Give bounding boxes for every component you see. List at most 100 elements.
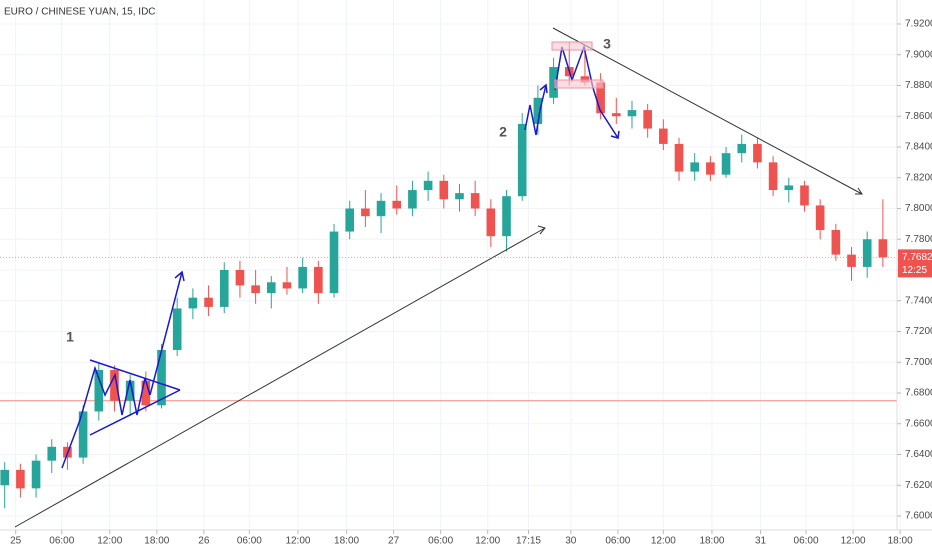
y-tick-label: 7.7200: [905, 326, 932, 337]
x-tick-label: 31: [755, 536, 767, 547]
candle-body: [235, 269, 245, 286]
y-tick-label: 7.9200: [905, 19, 932, 30]
y-tick-label: 7.8400: [905, 142, 932, 153]
triangle-line: [89, 359, 181, 391]
x-tick-label: 25: [10, 536, 22, 547]
candle-body: [878, 239, 888, 258]
x-tick-label: 26: [198, 536, 210, 547]
triangle-line: [89, 389, 181, 436]
arrow-head: [610, 130, 620, 139]
y-tick-label: 7.7400: [905, 295, 932, 306]
trend-line: [552, 27, 863, 195]
axes: 7.6000 7.6200 7.6400 7.6600 7.6800 7.7000 7.72…: [0, 19, 932, 547]
candle-body: [110, 369, 119, 401]
x-tick-label: 18:00: [144, 536, 169, 547]
candle-body: [314, 266, 323, 294]
candle-body: [800, 185, 809, 206]
candle-body: [392, 200, 402, 209]
candle-body: [439, 180, 449, 200]
x-tick-label: 18:00: [699, 536, 724, 547]
candle-body: [298, 266, 307, 289]
annotation: 1: [66, 329, 74, 345]
candle-body: [847, 254, 856, 267]
candle-body: [16, 469, 25, 489]
candle-body: [815, 205, 825, 231]
candle-body: [674, 143, 684, 172]
candle-body: [549, 67, 558, 98]
y-tick-label: 7.8200: [905, 172, 932, 183]
candle-body: [376, 200, 386, 217]
trend-line: [14, 227, 546, 528]
candle-body: [862, 239, 872, 267]
candle-body: [282, 282, 292, 289]
y-tick-label: 7.8000: [905, 203, 932, 214]
candle-body: [141, 380, 151, 406]
candle-body: [94, 369, 104, 412]
annotation: 2: [499, 124, 507, 140]
candle-body: [423, 180, 433, 191]
resistance-zone: [551, 41, 593, 51]
candle-body: [627, 110, 637, 117]
grid: [0, 0, 901, 530]
x-tick-label: 06:00: [794, 536, 819, 547]
pattern: [524, 84, 547, 136]
breakout-arrow: [149, 271, 183, 396]
candle-body: [219, 269, 229, 307]
candle-body: [831, 230, 841, 255]
candle-body: [0, 469, 10, 486]
x-tick-label: 12:00: [285, 536, 310, 547]
x-tick-label: 27: [388, 536, 400, 547]
candle-body: [125, 380, 135, 401]
x-tick-label: 12:00: [475, 536, 500, 547]
candle-body: [266, 282, 276, 294]
candle-body: [470, 193, 480, 209]
x-tick-label: 18:00: [334, 536, 359, 547]
candle-body: [753, 143, 762, 163]
neckline-zone: [554, 79, 604, 89]
arrow-head: [174, 270, 185, 282]
y-tick-label: 7.6000: [905, 511, 932, 522]
candle-body: [768, 162, 778, 191]
y-tick-label: 7.6800: [905, 388, 932, 399]
arrow-head: [537, 225, 546, 235]
x-tick-label: 06:00: [49, 536, 74, 547]
candle-body: [486, 208, 496, 237]
candle-body: [157, 349, 166, 406]
candle-body: [204, 297, 213, 307]
candle-body: [580, 76, 590, 83]
candle-body: [596, 82, 605, 114]
y-tick-label: 7.6200: [905, 480, 932, 491]
y-tick-label: 7.8600: [905, 111, 932, 122]
x-tick-label: 12:00: [841, 536, 866, 547]
candle-body: [517, 123, 527, 197]
chart-title: EURO / CHINESE YUAN, 15, IDC: [4, 7, 156, 18]
candle-body: [172, 308, 182, 350]
candle-body: [502, 196, 511, 237]
candle-body: [659, 128, 668, 144]
x-tick-label: 12:00: [651, 536, 676, 547]
y-tick-label: 7.8800: [905, 80, 932, 91]
x-tick-label: 06:00: [605, 536, 630, 547]
last-price-label: 7.7682: [902, 252, 932, 263]
candle-body: [455, 193, 464, 200]
candle-body: [706, 162, 715, 175]
x-tick-label: 06:00: [237, 536, 262, 547]
candle-body: [47, 446, 57, 461]
candle-body: [188, 297, 198, 309]
candles: [0, 42, 888, 509]
candle-body: [737, 143, 747, 154]
countdown-label: 12:25: [902, 265, 927, 276]
candle-body: [408, 190, 417, 209]
x-tick-label: 17:15: [516, 536, 541, 547]
candle-body: [643, 110, 652, 129]
drawings: [14, 27, 863, 528]
last-price-box: [898, 249, 932, 278]
candle-body: [251, 285, 260, 294]
candle-body: [611, 113, 621, 117]
y-tick-label: 7.7000: [905, 357, 932, 368]
x-tick-label: 06:00: [428, 536, 453, 547]
y-tick-label: 7.6600: [905, 418, 932, 429]
candle-body: [361, 208, 370, 217]
x-tick-label: 30: [565, 536, 577, 547]
